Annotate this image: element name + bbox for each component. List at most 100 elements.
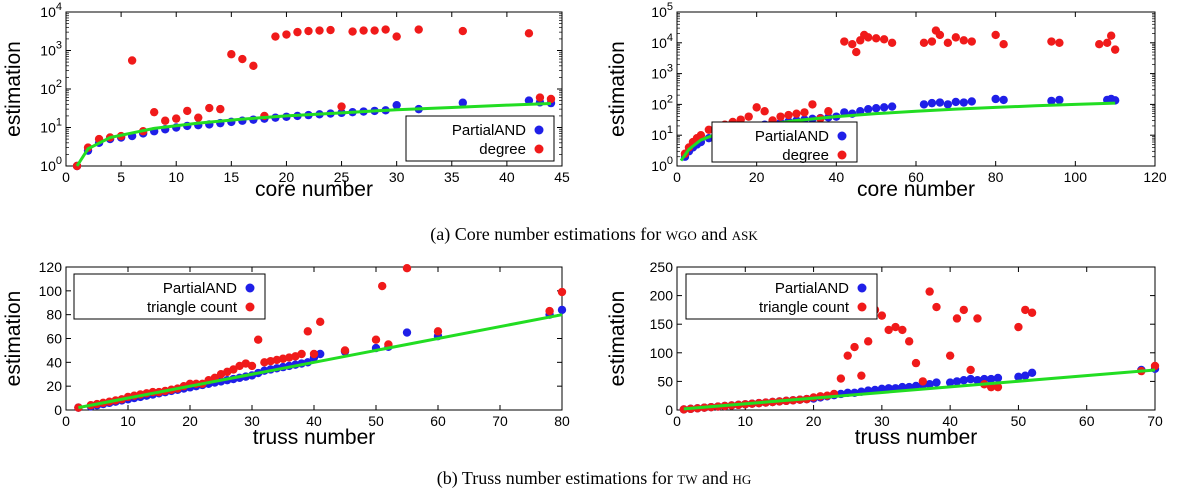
data-point (959, 305, 968, 315)
trend-line (75, 102, 552, 167)
y-tick-label: 103 (651, 63, 673, 82)
data-point (871, 104, 881, 113)
x-tick-label: 30 (244, 413, 260, 429)
data-point (1055, 38, 1064, 47)
x-tick-label: 35 (444, 169, 460, 185)
data-point (524, 96, 534, 105)
data-point (1095, 40, 1104, 49)
data-point (249, 61, 258, 71)
data-point (340, 346, 350, 355)
data-point (993, 373, 1003, 383)
y-tick-label: 40 (46, 354, 62, 370)
data-point (887, 38, 897, 47)
data-point (161, 116, 170, 125)
y-tick-label: 200 (650, 288, 674, 304)
data-point (392, 100, 401, 110)
data-point (304, 26, 313, 36)
y-tick-label: 105 (651, 1, 673, 20)
x-axis-label: core number (857, 178, 975, 201)
legend-label: triangle count (759, 299, 850, 316)
data-point (205, 103, 214, 113)
data-point (254, 335, 263, 344)
data-point (557, 305, 567, 315)
chart-panel-3: 0 10 20 30 40 50 60 70 80 0 20 40 60 80 100 120 truss nu… (2, 259, 570, 449)
legend-label: PartialAND (163, 280, 237, 297)
x-tick-label: 40 (829, 169, 845, 185)
data-point (800, 108, 809, 117)
data-point (951, 97, 961, 107)
data-point (1014, 322, 1023, 332)
data-point (194, 113, 203, 122)
y-axis-label: estimation (2, 41, 25, 137)
data-point (247, 361, 257, 371)
data-point (316, 349, 325, 359)
data-point (952, 314, 962, 323)
x-axis-label: truss number (253, 426, 376, 449)
data-point (840, 37, 849, 46)
x-axis-label: truss number (855, 426, 978, 449)
data-point (871, 34, 881, 43)
data-point (999, 40, 1008, 49)
legend-box (73, 273, 266, 320)
data-point (935, 30, 945, 40)
data-point (891, 322, 900, 332)
data-point (973, 314, 982, 323)
caption-a: (a) Core number estimations for WGO and … (430, 224, 758, 245)
data-point (943, 100, 953, 109)
data-point (925, 287, 934, 296)
legend-box (405, 115, 555, 162)
data-point (752, 103, 761, 112)
data-point (887, 102, 897, 111)
y-tick-label: 0 (665, 402, 673, 418)
data-point (545, 306, 554, 316)
legend-box (685, 273, 878, 320)
data-point (315, 26, 324, 35)
x-tick-label: 60 (908, 169, 924, 185)
data-point (967, 97, 976, 106)
data-point (877, 311, 887, 320)
y-axis-label: estimation (606, 291, 629, 387)
data-point (378, 281, 387, 291)
data-point (402, 263, 412, 273)
legend-label: PartialAND (755, 128, 829, 145)
legend: PartialAND triangle count (685, 273, 878, 320)
data-point (433, 327, 443, 336)
legend: PartialAND triangle count (73, 273, 266, 320)
data-point (760, 107, 769, 116)
x-tick-label: 20 (749, 169, 765, 185)
trend-line (78, 313, 563, 410)
legend-marker (857, 283, 867, 293)
data-point (991, 94, 1000, 104)
data-point (951, 33, 961, 42)
x-tick-label: 10 (168, 169, 184, 185)
y-tick-label: 104 (40, 1, 62, 20)
caption-b: (b) Truss number estimations for TW and … (437, 468, 752, 489)
y-tick-label: 101 (651, 124, 673, 143)
legend-marker (534, 125, 544, 135)
data-point (359, 26, 368, 35)
y-tick-label: 104 (651, 32, 673, 51)
data-point (852, 47, 861, 57)
y-tick-label: 100 (650, 345, 674, 361)
legend: PartialAND degree (405, 115, 555, 162)
data-point (850, 342, 859, 352)
data-point (776, 112, 785, 121)
data-point (927, 98, 937, 108)
data-point (696, 131, 706, 140)
data-point (792, 109, 801, 118)
data-point (836, 374, 846, 383)
data-point (864, 33, 873, 42)
data-point (959, 98, 968, 107)
data-point (945, 378, 955, 387)
legend-label: PartialAND (775, 280, 849, 297)
data-point (1021, 371, 1030, 380)
y-tick-label: 120 (39, 259, 63, 275)
series-comparison (72, 25, 556, 171)
y-tick-label: 60 (46, 331, 62, 347)
data-point (993, 382, 1003, 392)
y-tick-label: 102 (651, 93, 673, 112)
x-tick-label: 0 (673, 413, 681, 429)
chart-panel-2: 0 20 40 60 80 100 120 100 101 102 103 104 105 core nu… (606, 1, 1167, 201)
y-tick-label: 100 (39, 283, 63, 299)
